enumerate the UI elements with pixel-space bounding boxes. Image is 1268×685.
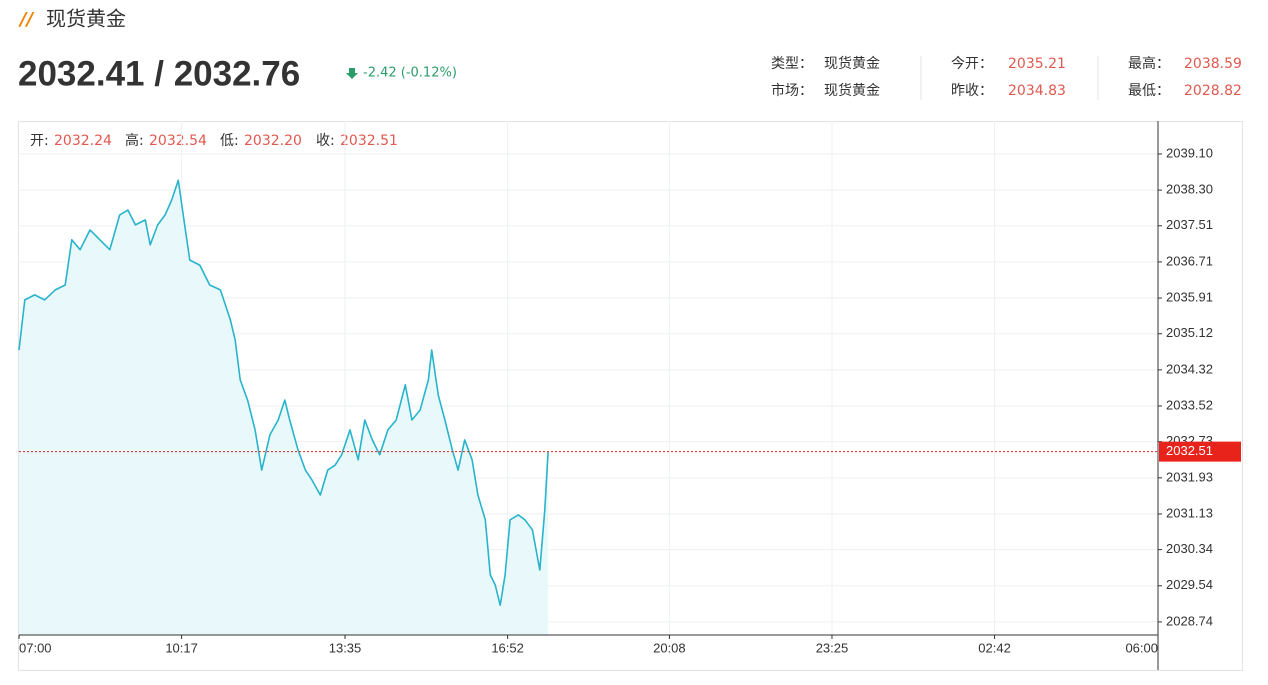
y-tick-label: 2036.71 xyxy=(1166,253,1213,268)
area xyxy=(19,180,549,635)
title-icon: // xyxy=(18,9,35,30)
ohlc-label: 开: xyxy=(30,133,49,149)
info-label: 最低： xyxy=(1128,83,1170,99)
x-tick-label: 02:42 xyxy=(978,640,1011,655)
x-tick-label: 20:08 xyxy=(653,640,686,655)
y-tick-label: 2035.12 xyxy=(1166,325,1213,340)
x-tick-label: 16:52 xyxy=(491,640,524,655)
y-tick-label: 2031.93 xyxy=(1166,469,1213,484)
y-tick-label: 2030.34 xyxy=(1166,541,1213,556)
chart-frame xyxy=(18,121,1243,671)
change: -2.42 (-0.12%) xyxy=(363,66,457,81)
y-tick-label: 2029.54 xyxy=(1166,577,1213,592)
title: 现货黄金 xyxy=(46,7,126,31)
x-tick-label: 07:00 xyxy=(19,640,52,655)
info-label: 最高： xyxy=(1128,55,1170,72)
ohlc-value: 2032.54 xyxy=(149,133,207,149)
info-value: 现货黄金 xyxy=(824,82,880,99)
ohlc-label: 低: xyxy=(220,133,239,149)
down-arrow xyxy=(346,68,358,79)
info-value: 2028.82 xyxy=(1184,83,1242,99)
price: 2032.41 / 2032.76 xyxy=(18,54,300,93)
y-tick-label: 2028.74 xyxy=(1166,613,1213,628)
price-line xyxy=(18,179,549,606)
current-price-tag xyxy=(1159,441,1241,462)
info-value: 2038.59 xyxy=(1184,56,1242,72)
y-tick-label: 2034.32 xyxy=(1166,361,1213,376)
x-tick-label: 06:00 xyxy=(1125,640,1158,655)
y-tick-label: 2031.13 xyxy=(1166,505,1213,520)
info-value: 现货黄金 xyxy=(824,55,880,72)
info-value: 2034.83 xyxy=(1008,83,1066,99)
ohlc-value: 2032.24 xyxy=(54,133,112,149)
info-label: 昨收： xyxy=(951,83,993,99)
x-tick-label: 23:25 xyxy=(816,640,849,655)
info-label: 类型： xyxy=(771,56,813,72)
info-label: 今开： xyxy=(951,56,993,72)
ohlc-label: 高: xyxy=(125,132,144,149)
chart: 2039.10 2038.30 2037.51 2036.71 2035.91 2035.… xyxy=(18,121,1241,670)
y-tick-label: 2038.30 xyxy=(1166,182,1213,197)
ohlc-bar: 开: 2032.24 高: 2032.54 低: 2032.20 收: 2032.51 xyxy=(30,132,398,149)
y-tick-label: 2039.10 xyxy=(1166,145,1213,160)
x-tick-label: 13:35 xyxy=(329,640,362,655)
y-tick-label: 2037.51 xyxy=(1166,217,1213,232)
info-label: 市场： xyxy=(771,82,813,99)
ohlc-value: 2032.51 xyxy=(340,133,398,149)
y-tick-label: 2033.52 xyxy=(1166,397,1213,412)
x-tick-label: 10:17 xyxy=(165,640,198,655)
ohlc-value: 2032.20 xyxy=(244,133,302,149)
info-value: 2035.21 xyxy=(1008,56,1066,72)
ohlc-label: 收: xyxy=(316,133,335,149)
y-tick-label: 2035.91 xyxy=(1166,289,1213,304)
current-price-label: 2032.51 xyxy=(1166,443,1213,458)
